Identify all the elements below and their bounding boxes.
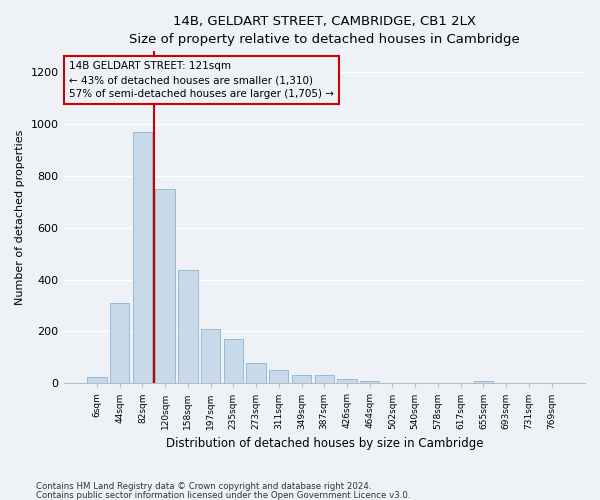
Bar <box>247 362 266 384</box>
Text: 14B GELDART STREET: 121sqm
← 43% of detached houses are smaller (1,310)
57% of s: 14B GELDART STREET: 121sqm ← 43% of deta… <box>69 62 334 100</box>
Title: 14B, GELDART STREET, CAMBRIDGE, CB1 2LX
Size of property relative to detached ho: 14B, GELDART STREET, CAMBRIDGE, CB1 2LX … <box>129 15 520 46</box>
Bar <box>314 376 334 384</box>
Y-axis label: Number of detached properties: Number of detached properties <box>15 130 25 305</box>
Bar <box>110 303 130 384</box>
Text: Contains HM Land Registry data © Crown copyright and database right 2024.: Contains HM Land Registry data © Crown c… <box>36 482 371 491</box>
X-axis label: Distribution of detached houses by size in Cambridge: Distribution of detached houses by size … <box>166 437 483 450</box>
Bar <box>178 270 197 384</box>
Bar <box>292 376 311 384</box>
Bar <box>360 380 379 384</box>
Text: Contains public sector information licensed under the Open Government Licence v3: Contains public sector information licen… <box>36 490 410 500</box>
Bar <box>201 329 220 384</box>
Bar <box>269 370 289 384</box>
Bar <box>87 377 107 384</box>
Bar <box>224 339 243 384</box>
Bar <box>337 380 356 384</box>
Bar <box>155 189 175 384</box>
Bar <box>133 132 152 384</box>
Bar <box>474 380 493 384</box>
